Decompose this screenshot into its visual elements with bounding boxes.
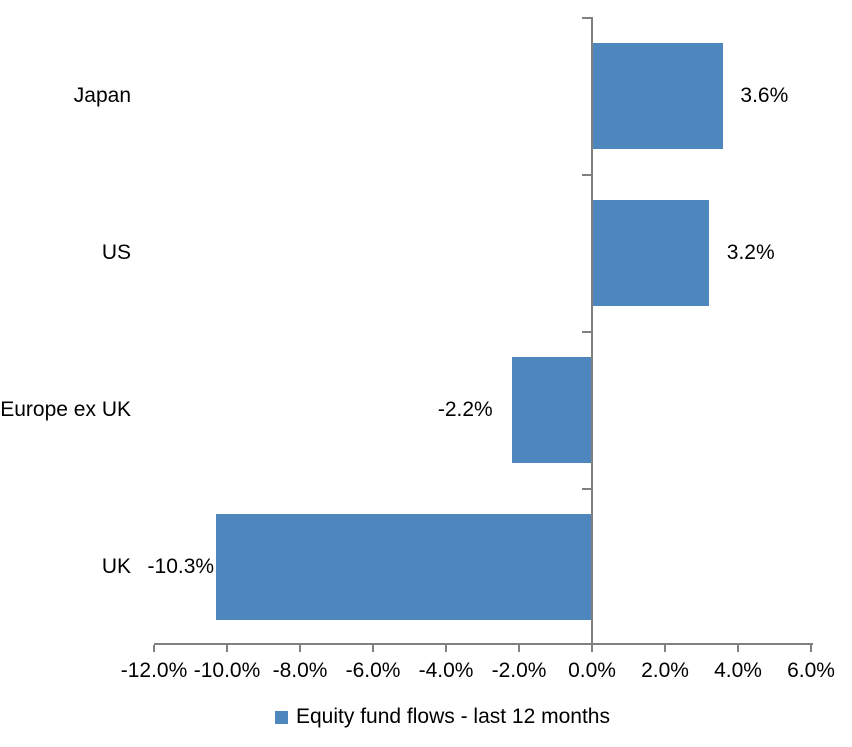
y-axis-tick: [582, 488, 591, 490]
y-axis-tick: [582, 17, 591, 19]
x-axis-tick: [372, 645, 374, 652]
x-axis-tick: [299, 645, 301, 652]
x-tick-label: -2.0%: [491, 659, 547, 682]
bar-japan: [592, 42, 724, 149]
x-axis-tick: [445, 645, 447, 652]
y-axis-tick: [582, 331, 591, 333]
x-axis-tick: [591, 645, 593, 652]
category-label: UK: [101, 554, 131, 578]
legend-label: Equity fund flows - last 12 months: [296, 705, 610, 728]
x-tick-label: -8.0%: [272, 659, 328, 682]
x-tick-label: -12.0%: [120, 659, 188, 682]
x-axis-tick: [737, 645, 739, 652]
bar-us: [592, 199, 709, 306]
x-axis-tick: [518, 645, 520, 652]
x-tick-label: 2.0%: [641, 659, 689, 682]
x-axis-tick: [810, 645, 812, 652]
x-tick-label: -4.0%: [418, 659, 474, 682]
category-label: Europe ex UK: [0, 397, 131, 421]
category-label: Japan: [73, 83, 131, 107]
value-label: 3.6%: [740, 83, 789, 107]
value-label: -10.3%: [147, 554, 215, 578]
y-axis-line: [591, 17, 593, 645]
x-tick-label: -10.0%: [193, 659, 261, 682]
legend-swatch-icon: [275, 710, 288, 724]
y-axis-tick: [582, 174, 591, 176]
bar-uk: [216, 513, 592, 620]
value-label: -2.2%: [437, 397, 493, 421]
x-tick-label: 4.0%: [714, 659, 762, 682]
x-tick-label: 6.0%: [787, 659, 835, 682]
value-label: 3.2%: [726, 240, 775, 264]
x-axis-line: [154, 643, 813, 645]
legend: Equity fund flows - last 12 months: [275, 705, 610, 729]
x-tick-label: 0.0%: [568, 659, 616, 682]
y-axis-tick: [582, 643, 591, 645]
category-label: US: [101, 240, 131, 264]
bar-europe-ex-uk: [511, 356, 592, 463]
x-axis-tick: [226, 645, 228, 652]
x-axis-tick: [153, 645, 155, 652]
x-axis-tick: [664, 645, 666, 652]
x-tick-label: -6.0%: [345, 659, 401, 682]
